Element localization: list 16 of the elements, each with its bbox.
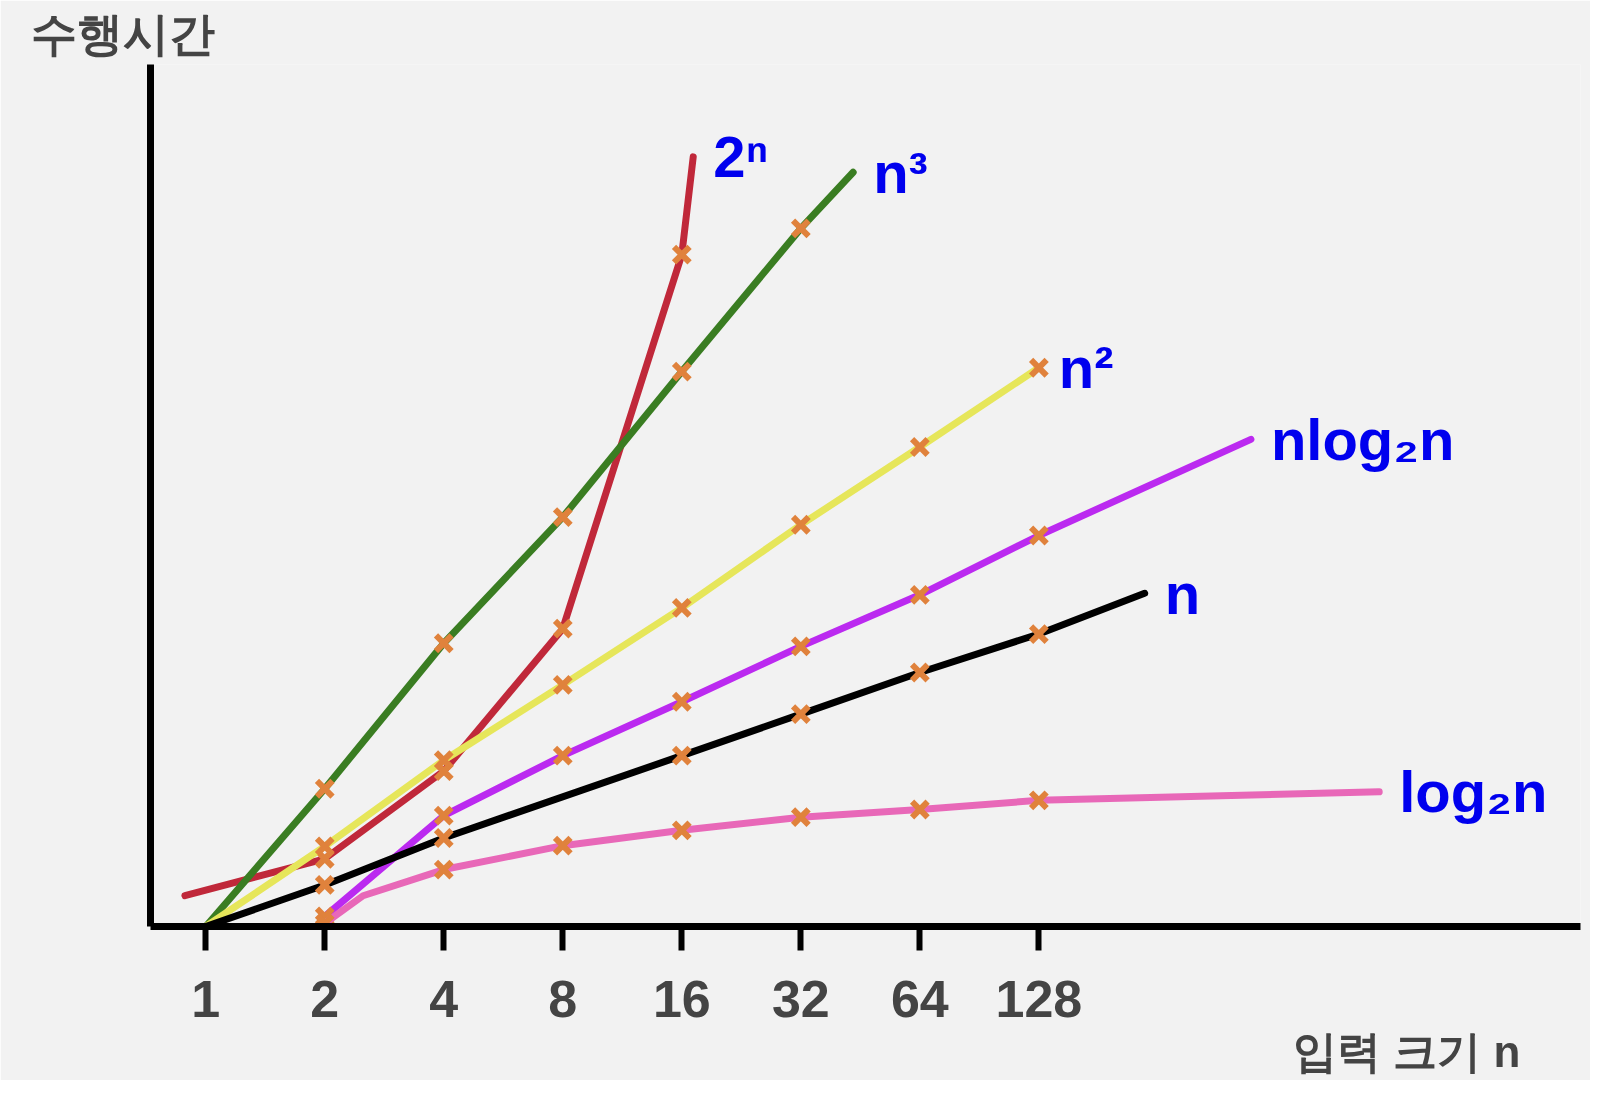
x-tick-label: 64: [890, 969, 949, 1028]
x-tick-label: 1: [191, 969, 221, 1028]
x-tick-label: 4: [429, 969, 459, 1028]
x-tick-label: 8: [548, 969, 578, 1028]
series-label: 2ⁿ: [713, 124, 769, 190]
series-label: n³: [873, 139, 928, 205]
series-label: log₂n: [1399, 759, 1548, 825]
x-tick-label: 128: [995, 969, 1083, 1028]
series-label: n: [1164, 560, 1201, 626]
x-tick-label: 32: [771, 969, 830, 1028]
x-tick-label: 2: [310, 969, 340, 1028]
x-axis-title: 입력 크기 n: [1293, 1026, 1521, 1076]
y-axis-title: 수행시간: [30, 7, 215, 60]
series-label: nlog₂n: [1270, 406, 1455, 472]
x-tick-label: 16: [652, 969, 711, 1028]
series-label: n²: [1058, 335, 1114, 401]
